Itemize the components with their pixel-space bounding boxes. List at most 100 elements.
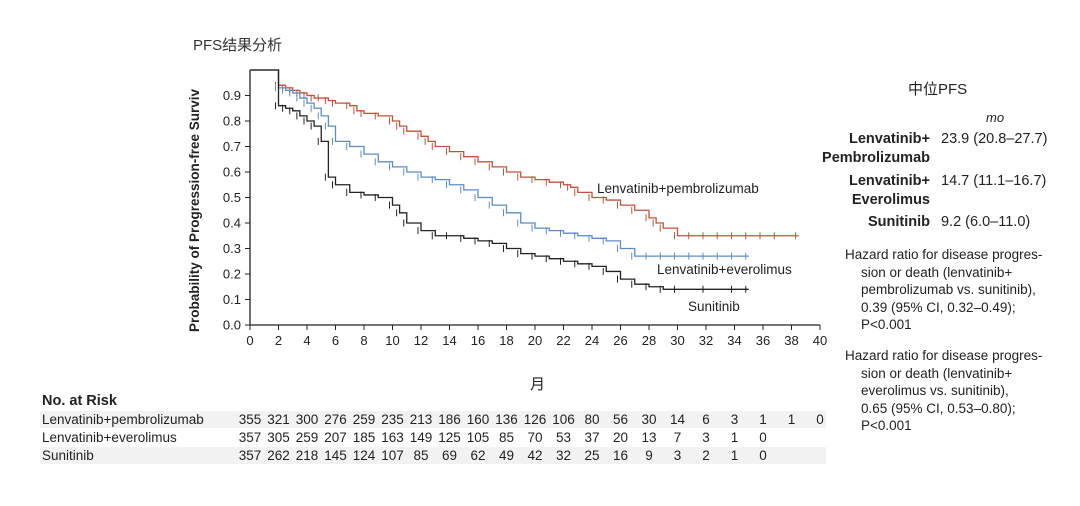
risk-cell: 235: [381, 412, 404, 427]
y-tick-label: 0.1: [223, 292, 241, 307]
y-axis-label: Probability of Progression-free Surviv: [187, 88, 202, 332]
median-pfs-title: 中位PFS: [908, 81, 968, 98]
risk-cell: 305: [267, 430, 290, 445]
y-tick-label: 0.5: [223, 190, 241, 205]
risk-cell: 160: [466, 412, 490, 427]
risk-cell: 53: [555, 430, 572, 445]
x-tick-label: 10: [385, 333, 399, 348]
risk-cell: 145: [324, 448, 347, 463]
x-tick-label: 28: [642, 333, 656, 348]
risk-cell: 13: [641, 430, 657, 445]
risk-cell: 25: [584, 448, 600, 463]
x-tick-label: 36: [756, 333, 770, 348]
x-tick-label: 34: [727, 333, 741, 348]
x-axis-label: 月: [530, 376, 546, 393]
y-tick-label: 0.9: [223, 88, 241, 103]
risk-cell: 276: [324, 412, 347, 427]
median-name-sunitinib: Sunitinib: [867, 214, 930, 230]
risk-cell: 186: [438, 412, 461, 427]
risk-cell: 3: [673, 448, 682, 463]
risk-cell: 218: [295, 448, 319, 463]
risk-cell: 105: [466, 430, 490, 445]
risk-cell: 32: [555, 448, 572, 463]
risk-cell: 7: [673, 430, 682, 445]
risk-cell: 355: [238, 412, 262, 427]
risk-cell: 1: [730, 430, 739, 445]
risk-cell: 14: [669, 412, 686, 427]
median-name-lenvatinib-pembrolizumab: Lenvatinib+ Pembrolizumab: [822, 131, 930, 166]
risk-cell: 56: [612, 412, 629, 427]
median-value-lenvatinib-everolimus: 14.7 (11.1–16.7): [941, 173, 1047, 189]
x-tick-label: 14: [442, 333, 456, 348]
risk-row-name: Lenvatinib+everolimus: [42, 430, 177, 445]
risk-cell: 125: [438, 430, 461, 445]
x-tick-label: 12: [414, 333, 428, 348]
chart-series-labels: Lenvatinib+pembrolizumab Lenvatinib+evero…: [597, 181, 792, 314]
risk-row-lenvatinib-everolimus: Lenvatinib+everolimus 357 305 259 207 185 163…: [40, 429, 826, 446]
chart-axes: 0 2 4 6 8 10 12 14 16 18 20 22 24 26 28 30 32 34 36 38 400.0…: [223, 70, 827, 348]
x-tick-label: 18: [499, 333, 513, 348]
x-tick-label: 32: [699, 333, 713, 348]
x-tick-label: 24: [585, 333, 599, 348]
x-tick-label: 26: [613, 333, 627, 348]
series-label-0: Lenvatinib+pembrolizumab: [597, 181, 759, 196]
risk-row-sunitinib: Sunitinib 357 262 218 145 124 107 85 69 62 49 42 32…: [40, 447, 826, 464]
x-tick-label: 6: [332, 333, 339, 348]
risk-cell: 85: [413, 448, 429, 463]
y-tick-label: 0.3: [223, 241, 241, 256]
risk-row-lenvatinib-pembrolizumab: Lenvatinib+pembrolizumab 355 321 300 276 259…: [40, 411, 826, 428]
risk-cell: 185: [352, 430, 376, 445]
risk-cell: 106: [552, 412, 575, 427]
series-line-1: [250, 69, 749, 257]
median-name-lenvatinib-everolimus: Lenvatinib+ Everolimus: [849, 173, 930, 208]
risk-cell: 124: [352, 448, 376, 463]
risk-row-name: Lenvatinib+pembrolizumab: [42, 412, 204, 427]
x-tick-label: 0: [246, 333, 253, 348]
y-tick-label: 0.8: [223, 114, 241, 129]
y-tick-label: 0.4: [223, 216, 241, 231]
x-tick-label: 22: [556, 333, 570, 348]
risk-cell: 126: [523, 412, 547, 427]
x-tick-label: 40: [813, 333, 827, 348]
y-tick-label: 0.7: [223, 139, 241, 154]
risk-row-name: Sunitinib: [42, 448, 94, 463]
risk-cell: 9: [645, 448, 653, 463]
x-tick-label: 38: [784, 333, 798, 348]
risk-cell: 37: [584, 430, 600, 445]
hazard-ratio-everolimus: Hazard ratio for disease progres- sion o…: [845, 348, 1043, 433]
risk-cell: 321: [267, 412, 290, 427]
risk-cell: 30: [641, 412, 657, 427]
series-line-0: [250, 69, 799, 237]
risk-table-title: No. at Risk: [42, 393, 117, 409]
risk-cell: 70: [527, 430, 543, 445]
risk-cell: 163: [381, 430, 404, 445]
risk-cell: 213: [409, 412, 433, 427]
risk-cell: 0: [759, 430, 767, 445]
x-tick-label: 4: [303, 333, 310, 348]
risk-cell: 357: [238, 448, 262, 463]
x-tick-label: 30: [670, 333, 684, 348]
risk-cell: 259: [295, 430, 319, 445]
risk-cell: 80: [584, 412, 600, 427]
risk-cell: 207: [324, 430, 347, 445]
risk-cell: 62: [470, 448, 486, 463]
risk-cell: 136: [495, 412, 518, 427]
risk-cell: 357: [238, 430, 262, 445]
x-tick-label: 20: [528, 333, 542, 348]
risk-cell: 3: [702, 430, 710, 445]
risk-cell: 107: [381, 448, 404, 463]
risk-cell: 259: [352, 412, 376, 427]
risk-cell: 85: [498, 430, 515, 445]
risk-cell: 20: [612, 430, 629, 445]
risk-cell: 149: [409, 430, 433, 445]
risk-cell: 6: [702, 412, 710, 427]
series-label-1: Lenvatinib+everolimus: [657, 262, 792, 277]
chart-series: [250, 69, 799, 293]
hazard-ratio-pembrolizumab: Hazard ratio for disease progres- sion o…: [845, 247, 1043, 332]
risk-cell: 16: [612, 448, 629, 463]
risk-cell: 0: [759, 448, 767, 463]
x-tick-label: 16: [471, 333, 485, 348]
risk-cell: 1: [787, 412, 796, 427]
y-tick-label: 0.2: [223, 267, 241, 282]
